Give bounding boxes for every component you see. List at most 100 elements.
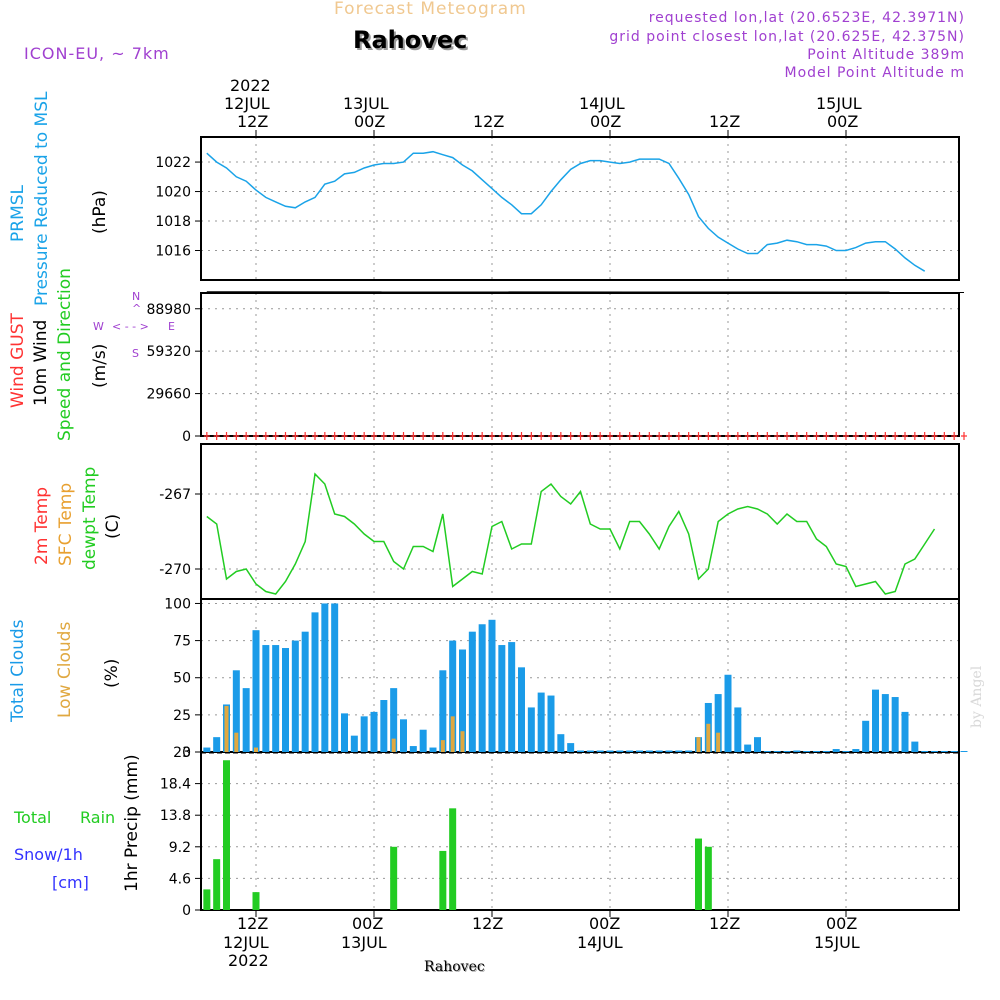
y-tick-label: 59320 xyxy=(146,344,191,360)
wind-gust-mark xyxy=(469,432,475,440)
pressure-line xyxy=(207,152,925,272)
wind-gust-mark xyxy=(715,432,721,440)
wind-gust-mark xyxy=(578,432,584,440)
wind-gust-mark xyxy=(538,432,544,440)
y-tick-label: 75 xyxy=(173,634,191,650)
wind-gust-mark xyxy=(410,432,416,440)
y-tick-label: 18.4 xyxy=(160,777,191,793)
wind-gust-mark xyxy=(902,432,908,440)
y-tick-label: 1016 xyxy=(155,244,191,260)
wind-gust-mark xyxy=(814,432,820,440)
wind-gust-mark xyxy=(233,432,239,440)
wind-gust-mark xyxy=(666,432,672,440)
total-cloud-bar xyxy=(813,751,820,752)
y-tick-label: 0 xyxy=(182,429,191,445)
total-cloud-bar xyxy=(774,751,781,752)
total-cloud-bar xyxy=(911,742,918,752)
gridlines xyxy=(201,137,959,910)
panel-frame-precip xyxy=(201,752,959,910)
y-tick-label: 50 xyxy=(173,671,191,687)
total-cloud-bar xyxy=(764,751,771,752)
wind-gust-mark xyxy=(361,432,367,440)
y-tick-label: 1022 xyxy=(155,155,191,171)
wind-gust-mark xyxy=(705,432,711,440)
total-cloud-bar xyxy=(498,645,505,752)
wind-gust-mark xyxy=(676,432,682,440)
total-cloud-bar xyxy=(872,690,879,752)
y-tick-label: 4.6 xyxy=(169,871,191,887)
total-cloud-bar xyxy=(292,641,299,752)
y-tick-label: 29660 xyxy=(146,387,191,403)
total-cloud-bar xyxy=(675,751,682,752)
wind-gust-mark xyxy=(273,432,279,440)
total-cloud-bar xyxy=(430,748,437,752)
total-cloud-bar xyxy=(518,667,525,752)
wind-gust-mark xyxy=(863,432,869,440)
total-cloud-bar xyxy=(410,746,417,752)
rain-bar xyxy=(695,839,702,910)
wind-gust-mark xyxy=(607,432,613,440)
wind-gust-mark xyxy=(312,432,318,440)
wind-gust-mark xyxy=(332,432,338,440)
y-tick-label: 25 xyxy=(173,708,191,724)
wind-gust-mark xyxy=(843,432,849,440)
rain-bar xyxy=(705,847,712,910)
total-cloud-bar xyxy=(213,737,220,752)
wind-gust-mark xyxy=(214,432,220,440)
total-cloud-bar xyxy=(321,603,328,752)
wind-gust-mark xyxy=(430,432,436,440)
panel-frame-temp xyxy=(201,444,959,599)
total-cloud-bar xyxy=(489,620,496,752)
rain-bar xyxy=(253,892,260,910)
data-marks xyxy=(201,152,968,910)
total-cloud-bar xyxy=(784,751,791,752)
wind-gust-mark xyxy=(961,432,967,440)
total-cloud-bar xyxy=(400,719,407,752)
total-cloud-bar xyxy=(203,748,210,752)
panel-frame-pressure xyxy=(201,137,959,280)
y-tick-label: -270 xyxy=(159,562,191,578)
wind-gust-mark xyxy=(951,432,957,440)
total-cloud-bar xyxy=(961,751,968,752)
wind-gust-mark xyxy=(882,432,888,440)
total-cloud-bar xyxy=(931,751,938,752)
total-cloud-bar xyxy=(852,749,859,752)
total-cloud-bar xyxy=(262,645,269,752)
wind-gust-mark xyxy=(302,432,308,440)
wind-gust-mark xyxy=(735,432,741,440)
wind-gust-mark xyxy=(912,432,918,440)
wind-gust-mark xyxy=(932,432,938,440)
rain-bar xyxy=(390,847,397,910)
total-cloud-bar xyxy=(282,648,289,752)
total-cloud-bar xyxy=(420,730,427,752)
total-cloud-bar xyxy=(833,749,840,752)
total-cloud-bar xyxy=(754,737,761,752)
wind-gust-mark xyxy=(764,432,770,440)
rain-bar xyxy=(203,889,210,910)
total-cloud-bar xyxy=(312,612,319,752)
total-cloud-bar xyxy=(656,751,663,752)
wind-gust-mark xyxy=(774,432,780,440)
total-cloud-bar xyxy=(567,743,574,752)
total-cloud-bar xyxy=(636,751,643,752)
panel-frame-wind xyxy=(201,293,959,436)
y-tick-label: -267 xyxy=(159,487,191,503)
wind-gust-mark xyxy=(548,432,554,440)
wind-gust-mark xyxy=(696,432,702,440)
wind-gust-mark xyxy=(558,432,564,440)
wind-gust-mark xyxy=(263,432,269,440)
total-cloud-bar xyxy=(538,693,545,752)
total-cloud-bar xyxy=(243,688,250,752)
wind-gust-mark xyxy=(637,432,643,440)
dewpoint-line xyxy=(207,474,935,594)
rain-bar xyxy=(439,851,446,910)
wind-gust-mark xyxy=(401,432,407,440)
total-cloud-bar xyxy=(272,645,279,752)
wind-gust-mark xyxy=(755,432,761,440)
wind-gust-mark xyxy=(243,432,249,440)
wind-gust-mark xyxy=(479,432,485,440)
rain-bar xyxy=(449,808,456,910)
total-cloud-bar xyxy=(862,721,869,752)
y-tick-label: 9.2 xyxy=(169,840,191,856)
rain-bar xyxy=(213,859,220,910)
